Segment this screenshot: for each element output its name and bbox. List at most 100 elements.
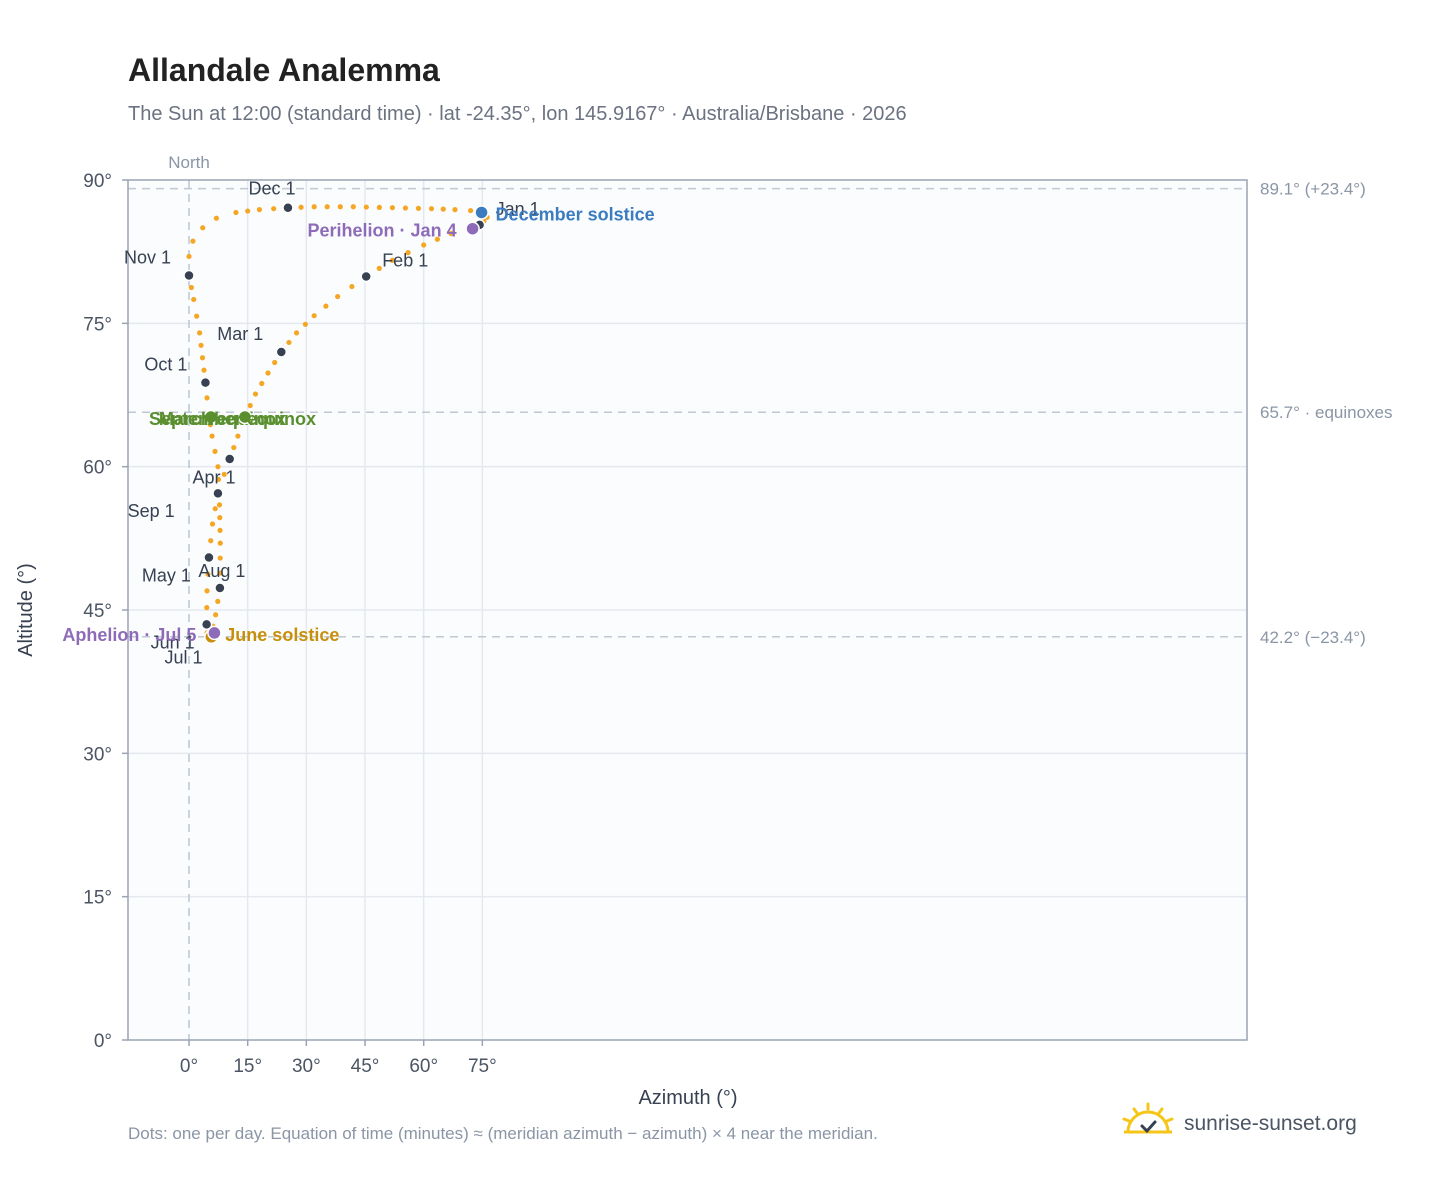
day-dot xyxy=(215,598,221,605)
day-dot xyxy=(215,476,222,483)
month-marker xyxy=(275,346,288,358)
day-dot xyxy=(212,448,218,454)
month-marker-label: May 1 xyxy=(142,565,191,585)
day-dot xyxy=(337,204,343,210)
month-marker-label: Sep 1 xyxy=(128,501,175,521)
event-label: June solstice xyxy=(225,625,339,645)
meridian-label: North xyxy=(168,153,210,172)
event-markers: December solstice Perihelion · Jan 4 March… xyxy=(62,204,654,644)
day-dot xyxy=(440,206,446,212)
day-dot xyxy=(213,612,219,618)
day-dot xyxy=(233,209,239,216)
day-dot xyxy=(265,370,271,376)
month-marker xyxy=(360,270,372,283)
day-dot xyxy=(201,367,207,373)
brand[interactable]: sunrise-sunset.org xyxy=(1120,1102,1357,1146)
day-dot xyxy=(286,339,292,346)
day-dot xyxy=(252,391,259,397)
event-marker xyxy=(203,409,219,425)
day-dot xyxy=(217,555,223,561)
event-label: Perihelion · Jan 4 xyxy=(308,221,457,241)
reference-line-label: 65.7° · equinoxes xyxy=(1260,403,1393,422)
y-tick-label: 30° xyxy=(83,744,112,765)
day-dot xyxy=(293,330,300,336)
day-dot xyxy=(198,342,204,348)
day-dot xyxy=(208,538,214,544)
brand-label: sunrise-sunset.org xyxy=(1184,1112,1357,1135)
event-label: March equinox xyxy=(159,409,286,429)
day-dot xyxy=(204,588,210,594)
sun-logo-icon xyxy=(1122,1102,1174,1134)
day-dot xyxy=(405,250,411,256)
day-dot xyxy=(209,521,216,527)
month-marker-label: Dec 1 xyxy=(248,179,295,199)
month-marker-label: Nov 1 xyxy=(124,248,171,268)
day-dot xyxy=(311,313,317,319)
event-label: September equinox xyxy=(149,409,316,429)
day-dot xyxy=(323,303,329,309)
month-marker-label: Feb 1 xyxy=(382,251,428,271)
month-marker xyxy=(199,376,212,389)
day-dot xyxy=(245,208,251,214)
day-dot xyxy=(188,284,194,291)
x-tick-label: 0° xyxy=(180,1056,198,1077)
reference-lines: North 89.1° (+23.4°) 65.7° · equinoxes 42.2… xyxy=(128,153,1393,1040)
day-dot xyxy=(452,207,458,213)
day-dot xyxy=(204,395,210,401)
day-dot xyxy=(376,204,382,210)
reference-line-label: 42.2° (−23.4°) xyxy=(1260,628,1366,647)
y-tick-label: 90° xyxy=(83,171,112,192)
y-tick-label: 15° xyxy=(83,888,112,909)
day-dot xyxy=(302,321,308,327)
footnote: Dots: one per day. Equation of time (min… xyxy=(128,1124,878,1143)
y-axis-title: Altitude (°) xyxy=(15,563,37,657)
day-dot xyxy=(256,207,263,213)
day-dot xyxy=(247,402,253,409)
day-dot xyxy=(212,506,218,512)
month-marker xyxy=(212,487,224,500)
event-marker xyxy=(237,409,253,425)
month-marker xyxy=(183,269,195,282)
day-dot xyxy=(200,225,206,231)
month-marker xyxy=(282,201,294,214)
y-tick-label: 60° xyxy=(83,458,112,479)
month-marker-label: Jan 1 xyxy=(496,199,540,219)
day-dot xyxy=(415,205,422,211)
day-dot xyxy=(194,313,200,319)
event-marker xyxy=(207,625,222,641)
y-tick-label: 0° xyxy=(94,1031,112,1052)
x-tick-label: 75° xyxy=(468,1056,497,1077)
day-dot xyxy=(205,571,211,577)
day-dot xyxy=(213,215,219,221)
x-tick-label: 60° xyxy=(409,1056,438,1077)
month-marker xyxy=(200,618,213,631)
month-marker-label: Oct 1 xyxy=(144,355,187,375)
day-dot xyxy=(271,206,277,212)
day-dot xyxy=(217,515,223,521)
event-marker xyxy=(465,221,480,236)
day-dot xyxy=(216,502,223,508)
day-dot xyxy=(199,355,206,361)
day-dot xyxy=(324,204,330,210)
day-dot xyxy=(402,205,409,211)
day-dot xyxy=(428,206,435,212)
day-dot xyxy=(204,605,210,611)
day-dot xyxy=(298,204,304,210)
day-dot xyxy=(209,433,215,439)
day-dot xyxy=(376,265,382,271)
x-tick-label: 30° xyxy=(292,1056,321,1077)
y-tick-label: 45° xyxy=(83,601,112,622)
day-dot xyxy=(235,433,241,439)
month-marker xyxy=(203,551,215,564)
month-marker xyxy=(214,582,226,594)
event-marker xyxy=(474,205,489,220)
day-dot xyxy=(186,253,192,260)
day-dot xyxy=(421,242,427,248)
month-marker-label: Jun 1 xyxy=(151,632,195,652)
day-dot xyxy=(349,283,355,290)
month-marker-label: Apr 1 xyxy=(192,467,235,487)
day-dot xyxy=(350,204,356,210)
day-dot xyxy=(259,380,265,387)
grid xyxy=(128,180,1247,1040)
